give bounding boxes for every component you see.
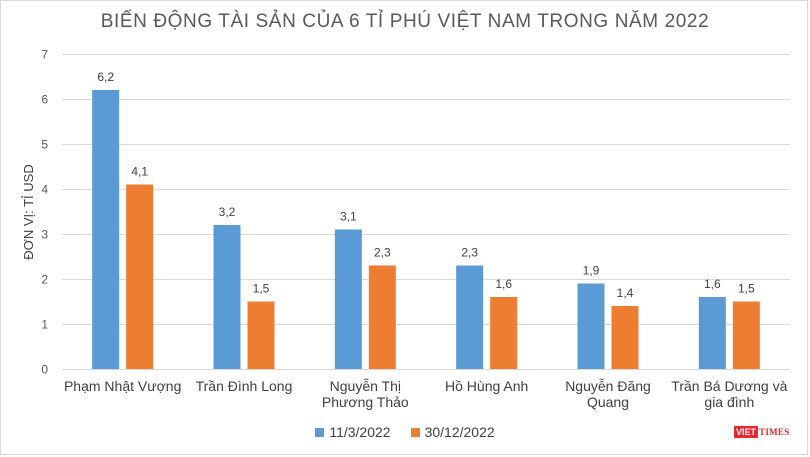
data-label: 1,5 xyxy=(738,282,755,296)
viettimes-logo: VIET TIMES xyxy=(734,426,790,438)
data-label: 1,6 xyxy=(495,277,512,291)
y-tick-label: 2 xyxy=(41,273,48,287)
x-category-label: Nguyễn Đăng xyxy=(565,378,651,394)
data-label: 4,1 xyxy=(131,165,148,179)
bar-series-1 xyxy=(334,229,362,369)
bar-series-2 xyxy=(611,306,639,369)
bar-series-2 xyxy=(368,265,396,369)
x-category-label: Quang xyxy=(587,394,629,410)
x-category-label: Phạm Nhật Vượng xyxy=(64,378,181,394)
y-axis-label: ĐƠN VỊ: TỈ USD xyxy=(21,164,36,259)
legend-item-series-2: 30/12/2022 xyxy=(410,424,495,440)
legend-swatch-series-1 xyxy=(315,427,325,437)
data-label: 3,1 xyxy=(340,210,357,224)
bar-series-1 xyxy=(213,225,241,369)
x-category-label: Trần Đình Long xyxy=(196,378,293,394)
bar-series-1 xyxy=(456,265,484,369)
x-category-label: Phương Thảo xyxy=(322,394,409,410)
x-category-label: Nguyễn Thị xyxy=(330,378,401,394)
legend-label-series-1: 11/3/2022 xyxy=(329,424,391,440)
logo-part-viet: VIET xyxy=(734,426,759,438)
x-category-label: Trần Bá Dương và xyxy=(671,378,787,394)
x-category-label: gia đình xyxy=(704,394,754,410)
data-label: 6,2 xyxy=(97,70,114,84)
y-tick-label: 3 xyxy=(41,228,48,242)
legend-item-series-1: 11/3/2022 xyxy=(315,424,391,440)
y-tick-label: 4 xyxy=(41,183,48,197)
bar-series-1 xyxy=(92,90,120,369)
data-label: 1,6 xyxy=(704,277,721,291)
logo-part-times: TIMES xyxy=(759,427,790,437)
bar-series-1 xyxy=(577,283,605,369)
bar-series-2 xyxy=(247,301,275,369)
legend: 11/3/2022 30/12/2022 xyxy=(0,424,810,440)
y-tick-label: 0 xyxy=(41,363,48,377)
data-label: 1,4 xyxy=(617,286,634,300)
bar-series-2 xyxy=(490,297,518,369)
legend-swatch-series-2 xyxy=(410,427,420,437)
x-category-label: Hồ Hùng Anh xyxy=(445,378,528,394)
data-label: 3,2 xyxy=(219,205,236,219)
y-tick-label: 1 xyxy=(41,318,48,332)
legend-label-series-2: 30/12/2022 xyxy=(424,424,495,440)
data-label: 1,9 xyxy=(583,264,600,278)
bar-series-2 xyxy=(126,184,154,369)
y-tick-label: 6 xyxy=(41,93,48,107)
y-tick-label: 5 xyxy=(41,138,48,152)
bar-series-1 xyxy=(698,297,726,369)
data-label: 2,3 xyxy=(374,246,391,260)
data-label: 2,3 xyxy=(461,246,478,260)
bar-series-2 xyxy=(732,301,760,369)
chart-title: BIẾN ĐỘNG TÀI SẢN CỦA 6 TỈ PHÚ VIỆT NAM … xyxy=(100,11,710,32)
data-label: 1,5 xyxy=(253,282,270,296)
y-tick-label: 7 xyxy=(41,48,48,62)
